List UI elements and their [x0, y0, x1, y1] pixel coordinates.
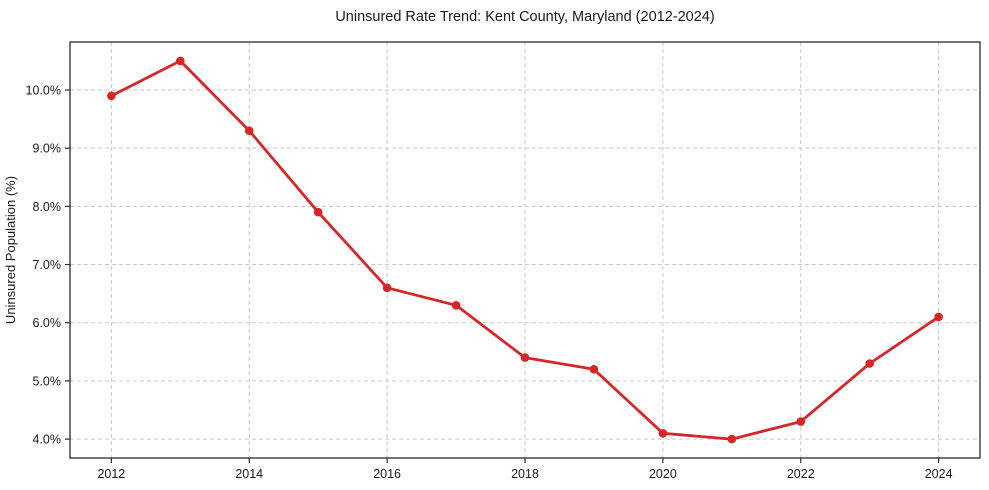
data-point [520, 353, 530, 362]
chart-title: Uninsured Rate Trend: Kent County, Maryl… [335, 9, 714, 25]
data-point [796, 417, 806, 426]
y-tick-label: 6.0% [33, 316, 62, 330]
x-tick-label: 2024 [925, 467, 953, 481]
data-point [727, 434, 737, 444]
data-point [934, 312, 943, 322]
data-point [382, 283, 392, 293]
x-tick-label: 2014 [235, 467, 263, 481]
gridlines [70, 42, 980, 458]
x-tick-label: 2016 [373, 467, 401, 481]
data-point [865, 359, 874, 368]
data-series [107, 56, 943, 444]
data-point [107, 91, 116, 101]
data-point [176, 56, 185, 66]
y-tick-label: 8.0% [33, 200, 62, 214]
data-point [451, 301, 461, 310]
trend-line [110, 59, 940, 441]
data-point [244, 126, 254, 135]
y-tick-label: 5.0% [33, 374, 62, 388]
y-tick-label: 7.0% [33, 258, 62, 272]
data-point [658, 429, 668, 438]
x-tick-label: 2012 [97, 467, 125, 481]
y-axis-label: Uninsured Population (%) [3, 176, 18, 324]
axes: 2012 2014 2016 2018 2020 2022 2024 4.0% 5.0% 6.0%… [26, 41, 981, 481]
data-point [589, 365, 599, 374]
x-tick-label: 2018 [511, 467, 539, 481]
y-tick-label: 4.0% [33, 433, 62, 447]
y-tick-label: 10.0% [26, 84, 61, 98]
x-tick-label: 2022 [787, 467, 815, 481]
data-point [313, 207, 323, 217]
x-tick-label: 2020 [649, 467, 677, 481]
y-tick-label: 9.0% [33, 142, 62, 156]
